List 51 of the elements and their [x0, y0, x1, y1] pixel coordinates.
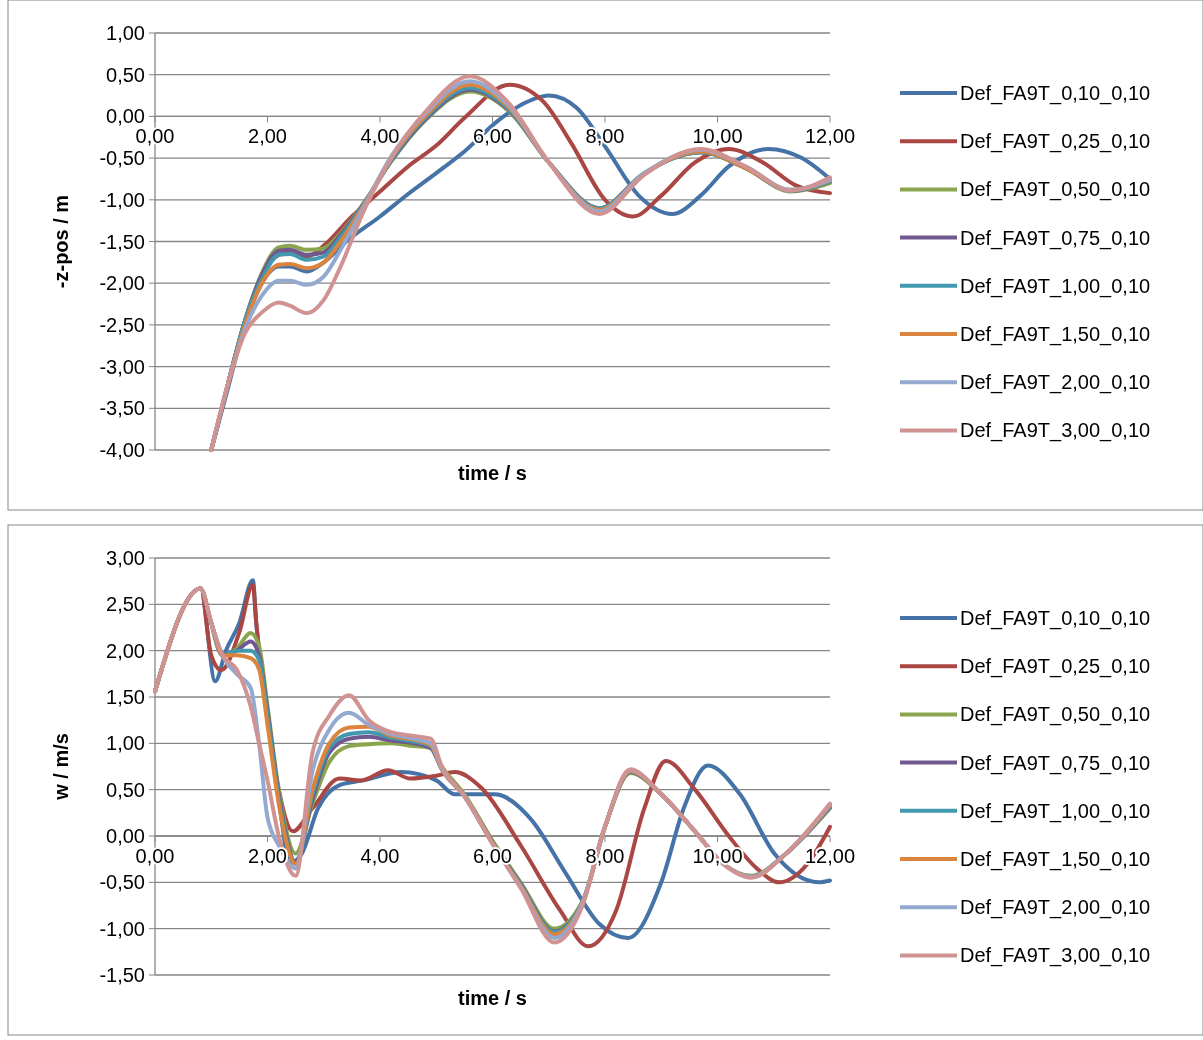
legend-label: Def_FA9T_0,75_0,10: [960, 751, 1151, 775]
legend-label: Def_FA9T_1,50_0,10: [960, 848, 1151, 871]
legend-label: Def_FA9T_2,00_0,10: [960, 896, 1151, 920]
y-tick-label: 3,00: [106, 547, 145, 569]
legend-label: Def_FA9T_0,25_0,10: [960, 655, 1151, 679]
x-tick-label: 2,00: [248, 125, 287, 148]
y-axis-title: -z-pos / m: [50, 194, 72, 289]
x-tick-label: 10,00: [692, 125, 743, 148]
y-tick-label: 0,50: [106, 778, 145, 801]
legend-label: Def_FA9T_0,10_0,10: [960, 82, 1151, 105]
legend-label: Def_FA9T_0,10_0,10: [960, 607, 1151, 630]
x-tick-label: 10,00: [692, 845, 743, 867]
y-tick-label: -3,00: [99, 355, 145, 378]
legend-label: Def_FA9T_0,50_0,10: [960, 703, 1151, 727]
y-tick-label: 1,00: [106, 22, 145, 44]
x-axis-title: time / s: [458, 462, 527, 484]
y-axis-title: w / m/s: [50, 733, 72, 801]
legend-label: Def_FA9T_1,00_0,10: [960, 799, 1151, 823]
x-tick-label: 8,00: [585, 845, 625, 867]
legend-label: Def_FA9T_1,50_0,10: [960, 323, 1151, 346]
y-tick-label: -1,00: [99, 188, 145, 211]
legend-label: Def_FA9T_3,00_0,10: [960, 944, 1151, 968]
y-tick-label: -2,50: [99, 313, 145, 336]
y-tick-label: 0,00: [106, 105, 145, 128]
y-tick-label: -0,50: [99, 147, 145, 170]
legend-label: Def_FA9T_0,25_0,10: [960, 130, 1151, 154]
y-tick-label: 1,00: [106, 732, 145, 755]
x-tick-label: 12,00: [804, 125, 856, 148]
y-tick-label: -1,50: [99, 230, 145, 253]
y-tick-label: 2,00: [106, 639, 145, 662]
y-tick-label: -3,50: [99, 397, 145, 420]
legend-label: Def_FA9T_0,50_0,10: [960, 178, 1151, 202]
x-tick-label: 2,00: [248, 845, 287, 867]
x-tick-label: 0,00: [135, 125, 175, 148]
legend-label: Def_FA9T_1,00_0,10: [960, 274, 1151, 298]
y-tick-label: -0,50: [99, 871, 145, 894]
legend-label: Def_FA9T_2,00_0,10: [960, 371, 1151, 395]
y-tick-label: -2,00: [99, 272, 145, 295]
x-tick-label: 4,00: [360, 125, 400, 148]
x-tick-label: 0,00: [135, 845, 175, 867]
y-tick-label: 2,50: [106, 593, 145, 616]
x-tick-label: 4,00: [360, 845, 400, 867]
y-tick-label: -1,00: [99, 917, 145, 940]
legend-label: Def_FA9T_3,00_0,10: [960, 419, 1151, 443]
y-tick-label: 1,50: [106, 686, 145, 708]
y-tick-label: -4,00: [99, 439, 145, 461]
y-tick-label: 0,00: [106, 825, 145, 847]
x-axis-title: time / s: [458, 987, 527, 1009]
y-tick-label: 0,50: [106, 63, 145, 86]
y-tick-label: -1,50: [99, 964, 145, 986]
legend-label: Def_FA9T_0,75_0,10: [960, 226, 1151, 250]
